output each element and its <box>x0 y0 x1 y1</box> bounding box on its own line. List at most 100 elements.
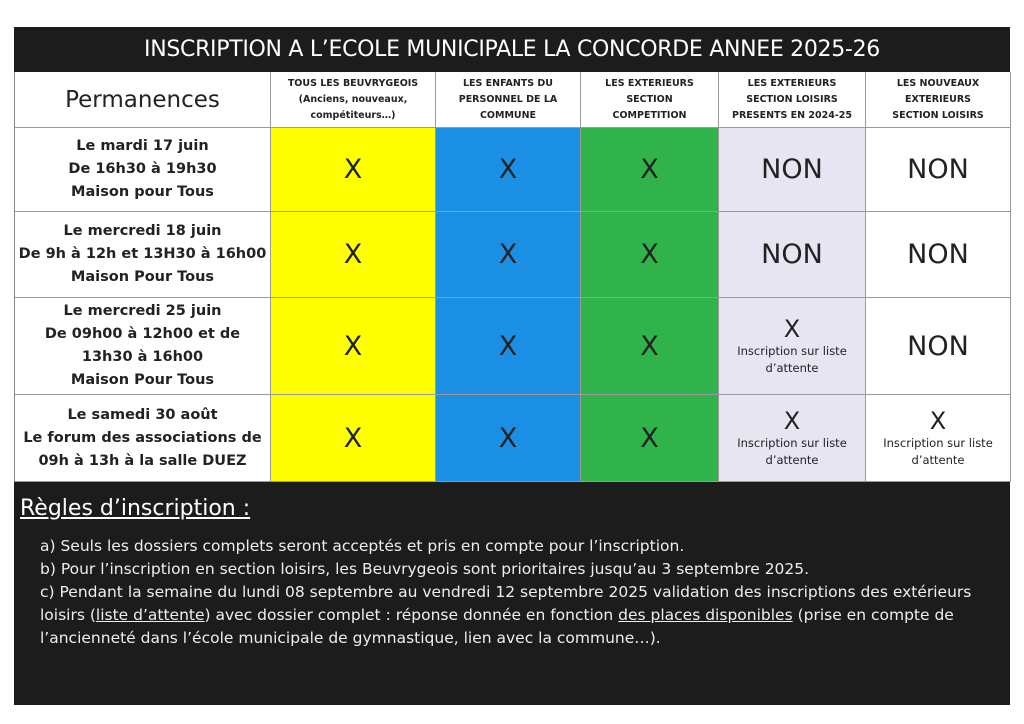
status-cell: NON <box>866 298 1011 395</box>
header-line: PERSONNEL DE LA <box>458 93 558 105</box>
status-cell: X <box>271 212 436 298</box>
header-line: TOUS LES BEUVRYGEOIS <box>287 77 419 89</box>
label-line: Le mercredi 25 juin <box>63 303 222 319</box>
label-line: Le forum des associations de <box>23 429 262 446</box>
status-mark: X <box>640 239 659 270</box>
status-mark: X <box>640 330 659 362</box>
status-note: d’attente <box>765 361 819 375</box>
label-line: Maison Pour Tous <box>70 269 215 285</box>
header-line: COMMUNE <box>479 109 537 121</box>
label-line: Maison pour Tous <box>71 184 214 200</box>
rule-item: b) Pour l’inscription en section loisirs… <box>20 558 980 581</box>
rules-list: a) Seuls les dossiers complets seront ac… <box>20 535 980 650</box>
column-header: LES EXTERIEURS SECTION LOISIRS PRESENTS EN… <box>719 72 866 128</box>
status-mark: X <box>640 422 659 454</box>
status-cell: X Inscription sur liste d’attente <box>866 395 1011 482</box>
row-label: Le samedi 30 août Le forum des associatio… <box>15 395 271 482</box>
rule-text: liste d’attente <box>95 606 205 624</box>
rule-text: (prise en compte de l’ancienneté dans l’… <box>40 606 954 647</box>
status-cell: X <box>436 298 581 395</box>
status-note: d’attente <box>911 453 965 467</box>
column-header: LES EXTERIEURS SECTION COMPETITION <box>581 72 719 128</box>
column-header: LES NOUVEAUX EXTERIEURS SECTION LOISIRS <box>866 72 1011 128</box>
rule-text: des places disponibles <box>618 606 793 624</box>
status-note: Inscription sur liste <box>737 436 847 450</box>
header-line: LES NOUVEAUX <box>896 77 980 89</box>
status-cell: X <box>581 128 719 212</box>
status-mark: X <box>498 239 518 270</box>
page: INSCRIPTION A L’ECOLE MUNICIPALE LA CONC… <box>14 27 1011 705</box>
title-bar: INSCRIPTION A L’ECOLE MUNICIPALE LA CONC… <box>14 27 1010 72</box>
status-cell: X <box>271 395 436 482</box>
rule-text: ) avec dossier complet : réponse donnée … <box>204 606 619 624</box>
status-mark: X <box>783 315 801 343</box>
status-mark: X <box>929 407 947 435</box>
status-cell: NON <box>719 212 866 298</box>
header-line: compétiteurs…) <box>310 109 396 121</box>
status-mark: X <box>498 154 518 185</box>
label-line: De 16h30 à 19h30 <box>68 161 217 177</box>
row-label: Le mercredi 18 juin De 9h à 12h et 13H30 … <box>15 212 271 298</box>
label-line: Le mercredi 18 juin <box>63 223 222 239</box>
status-cell: NON <box>866 128 1011 212</box>
label-line: 13h30 à 16h00 <box>81 349 204 365</box>
status-cell: X <box>581 298 719 395</box>
status-mark: X <box>343 330 363 362</box>
header-line: EXTERIEURS <box>905 93 971 105</box>
label-line: Le samedi 30 août <box>67 406 218 423</box>
rule-text: b) Pour l’inscription en section loisirs… <box>40 560 810 578</box>
rules-title: Règles d’inscription : <box>20 496 251 521</box>
status-mark: X <box>343 422 363 454</box>
label-line: De 09h00 à 12h00 et de <box>44 326 241 342</box>
label-line: Maison Pour Tous <box>70 372 215 388</box>
status-mark: X <box>343 239 363 270</box>
status-mark: X <box>640 154 659 185</box>
rules-box: Règles d’inscription : a) Seuls les doss… <box>14 482 1010 705</box>
header-line: SECTION LOISIRS <box>892 109 984 121</box>
status-mark: X <box>498 330 518 362</box>
status-cell: X <box>581 212 719 298</box>
status-mark: NON <box>761 154 823 185</box>
status-mark: X <box>783 407 801 435</box>
status-cell: X <box>581 395 719 482</box>
rule-item: a) Seuls les dossiers complets seront ac… <box>20 535 980 558</box>
label-line: De 9h à 12h et 13H30 à 16h00 <box>18 246 267 262</box>
header-line: PRESENTS EN 2024-25 <box>731 109 853 121</box>
row-label: Le mardi 17 juin De 16h30 à 19h30 Maison p… <box>15 128 271 212</box>
status-note: Inscription sur liste <box>737 344 847 358</box>
status-note: Inscription sur liste <box>883 436 993 450</box>
status-cell: NON <box>866 212 1011 298</box>
status-mark: NON <box>907 330 969 362</box>
header-line: COMPETITION <box>612 109 687 121</box>
status-mark: NON <box>907 154 969 185</box>
label-line: Le mardi 17 juin <box>76 138 209 154</box>
column-header: LES ENFANTS DU PERSONNEL DE LA COMMUNE <box>436 72 581 128</box>
status-cell: X <box>271 298 436 395</box>
header-line: SECTION <box>626 93 673 105</box>
status-cell: NON <box>719 128 866 212</box>
corner-cell: Permanences <box>15 72 271 128</box>
status-cell: X Inscription sur liste d’attente <box>719 298 866 395</box>
header-line: LES ENFANTS DU <box>462 77 554 89</box>
schedule-table: Permanences TOUS LES BEUVRYGEOIS (Anciens,… <box>14 72 1011 482</box>
status-cell: X <box>271 128 436 212</box>
status-cell: X <box>436 395 581 482</box>
header-line: (Anciens, nouveaux, <box>298 93 408 105</box>
status-mark: X <box>343 154 363 185</box>
label-line: 09h à 13h à la salle DUEZ <box>38 452 247 469</box>
row-label: Le mercredi 25 juin De 09h00 à 12h00 et d… <box>15 298 271 395</box>
status-mark: X <box>498 422 518 454</box>
status-cell: X Inscription sur liste d’attente <box>719 395 866 482</box>
status-cell: X <box>436 128 581 212</box>
header-line: SECTION LOISIRS <box>746 93 838 105</box>
rule-item: c) Pendant la semaine du lundi 08 septem… <box>20 581 980 650</box>
column-header: TOUS LES BEUVRYGEOIS (Anciens, nouveaux, c… <box>271 72 436 128</box>
status-note: d’attente <box>765 453 819 467</box>
header-line: LES EXTERIEURS <box>747 77 837 89</box>
status-cell: X <box>436 212 581 298</box>
status-mark: NON <box>907 239 969 270</box>
rule-text: c) Pendant la semaine du lundi 08 septem… <box>40 583 972 624</box>
status-mark: NON <box>761 239 823 270</box>
header-line: LES EXTERIEURS <box>605 77 694 89</box>
rule-text: a) Seuls les dossiers complets seront ac… <box>40 537 685 555</box>
